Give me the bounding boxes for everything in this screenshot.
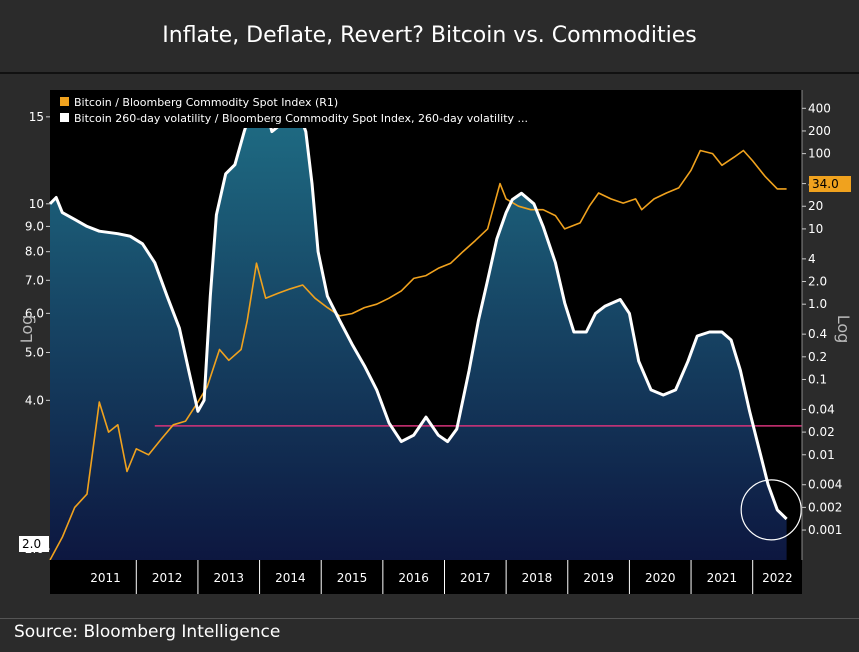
right-tick-label: 0.1 xyxy=(808,372,827,386)
left-tick-label: 9.0 xyxy=(25,219,44,233)
volatility-area xyxy=(50,96,787,561)
right-tick-label: 100 xyxy=(808,147,831,161)
right-tick-label: 20 xyxy=(808,199,823,213)
x-tick-label: 2016 xyxy=(398,571,429,585)
right-tick-label: 200 xyxy=(808,124,831,138)
left-axis-last-value: 2.0 xyxy=(19,536,49,552)
x-tick-label: 2014 xyxy=(275,571,306,585)
left-tick-label: 15 xyxy=(29,110,44,124)
right-tick-label: 4 xyxy=(808,252,816,266)
right-tick-label: 0.002 xyxy=(808,500,842,514)
left-axis-label: Log xyxy=(17,315,36,344)
right-tick-label: 2.0 xyxy=(808,275,827,289)
title-divider xyxy=(0,72,859,74)
chart-title: Inflate, Deflate, Revert? Bitcoin vs. Co… xyxy=(162,23,697,48)
source-note: Source: Bloomberg Intelligence xyxy=(14,622,281,642)
right-tick-label: 0.02 xyxy=(808,425,835,439)
x-axis: 2011 2012 2013 2014 2015 2016 2017 2018 2019 2020… xyxy=(50,560,802,594)
left-tick-label: 8.0 xyxy=(25,245,44,259)
left-tick-label: 10 xyxy=(29,197,44,211)
left-tick-label: 5.0 xyxy=(25,345,44,359)
right-tick-label: 0.04 xyxy=(808,402,835,416)
annotation-layer xyxy=(740,479,802,541)
volatility-area-layer xyxy=(50,96,787,561)
legend: Bitcoin / Bloomberg Commodity Spot Index… xyxy=(56,94,652,128)
left-last-value-badge xyxy=(19,536,49,552)
ratio-line-layer xyxy=(49,149,787,561)
x-tick-label: 2012 xyxy=(152,571,183,585)
volatility-line-layer xyxy=(48,94,788,521)
right-tick-label: 1.0 xyxy=(808,297,827,311)
right-tick-label: 0.001 xyxy=(808,523,842,537)
x-tick-label: 2018 xyxy=(522,571,553,585)
right-axis-label: Log xyxy=(834,315,853,344)
volatility-line xyxy=(48,94,788,521)
x-tick-label: 2013 xyxy=(213,571,244,585)
right-tick-label: 10 xyxy=(808,222,823,236)
x-tick-label: 2017 xyxy=(460,571,491,585)
left-tick-label: 4.0 xyxy=(25,393,44,407)
legend-label-ratio: Bitcoin / Bloomberg Commodity Spot Index… xyxy=(74,96,338,109)
left-tick-label: 7.0 xyxy=(25,273,44,287)
legend-swatch-ratio xyxy=(60,97,69,106)
legend-background xyxy=(56,94,652,128)
right-tick-label: 400 xyxy=(808,101,831,115)
x-tick-label: 2011 xyxy=(90,571,121,585)
right-tick-label: 0.01 xyxy=(808,448,835,462)
right-tick-label: 0.004 xyxy=(808,478,842,492)
x-tick-label: 2021 xyxy=(707,571,738,585)
x-tick-label: 2015 xyxy=(337,571,368,585)
legend-label-volatility: Bitcoin 260-day volatility / Bloomberg C… xyxy=(74,112,528,125)
right-last-value-badge xyxy=(809,176,851,192)
right-tick-label: 0.2 xyxy=(808,350,827,364)
left-last-value-label: 2.0 xyxy=(22,537,41,551)
right-axis-last-value: 34.0 xyxy=(809,176,851,192)
ratio-line xyxy=(49,149,787,561)
right-last-value-label: 34.0 xyxy=(812,177,839,191)
right-tick-label: 0.4 xyxy=(808,327,827,341)
legend-swatch-volatility xyxy=(60,113,69,122)
x-axis-band xyxy=(50,560,802,594)
x-tick-label: 2019 xyxy=(583,571,614,585)
source-divider xyxy=(0,618,859,619)
x-tick-label: 2022 xyxy=(762,571,793,585)
annotation-circle xyxy=(740,479,802,541)
left-tick-label: 6.0 xyxy=(25,306,44,320)
x-tick-label: 2020 xyxy=(645,571,676,585)
